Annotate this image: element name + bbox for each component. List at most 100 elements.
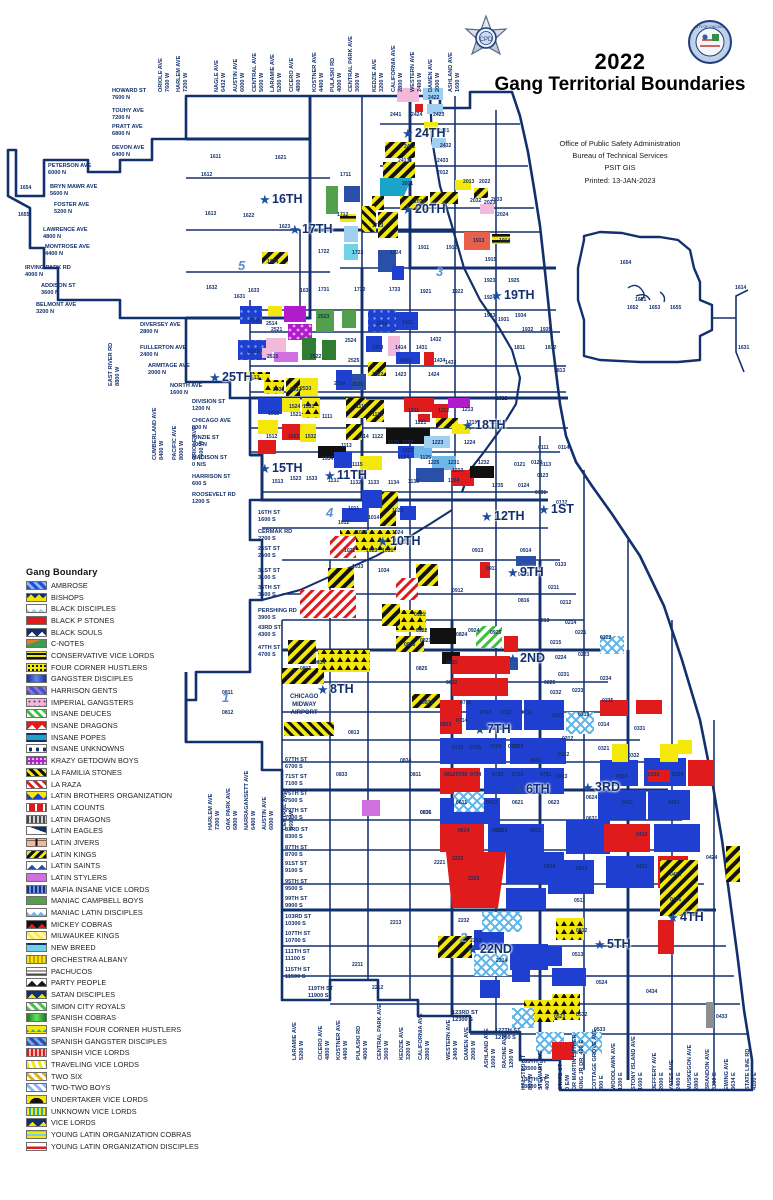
- legend-item[interactable]: TWO SIX: [26, 1070, 226, 1082]
- beat-number: 0122: [531, 460, 543, 466]
- beat-number: 0513: [572, 952, 584, 958]
- beat-number: 0733: [492, 772, 504, 778]
- beat-number: 1213: [462, 407, 474, 413]
- legend-item[interactable]: BLACK DISCIPLES: [26, 603, 226, 615]
- legend-item[interactable]: KRAZY GETDOWN BOYS: [26, 755, 226, 767]
- legend-item[interactable]: SPANISH VICE LORDS: [26, 1047, 226, 1059]
- legend-item[interactable]: SATAN DISCIPLES: [26, 989, 226, 1001]
- legend-item[interactable]: INSANE DEUCES: [26, 708, 226, 720]
- legend-item[interactable]: PACHUCOS: [26, 965, 226, 977]
- beat-number: 0714: [456, 718, 468, 724]
- legend-item[interactable]: MANIAC CAMPBELL BOYS: [26, 895, 226, 907]
- legend-item[interactable]: YOUNG LATIN ORGANIZATION COBRAS: [26, 1129, 226, 1141]
- legend-item[interactable]: MICKEY COBRAS: [26, 918, 226, 930]
- gang-territory-polygons[interactable]: [238, 88, 740, 1060]
- legend-item[interactable]: AMBROSE: [26, 580, 226, 592]
- legend-item[interactable]: LA FAMILIA STONES: [26, 767, 226, 779]
- legend-item[interactable]: SPANISH COBRAS: [26, 1012, 226, 1024]
- beat-number: 1212: [438, 408, 450, 414]
- legend-item[interactable]: MAFIA INSANE VICE LORDS: [26, 883, 226, 895]
- street-label-horizontal: 135TH ST 13500 S: [521, 1059, 547, 1072]
- legend-swatch-icon: [26, 802, 47, 812]
- legend-item-label: BISHOPS: [51, 592, 84, 602]
- beat-number: 1711: [340, 172, 352, 178]
- legend-item[interactable]: VICE LORDS: [26, 1117, 226, 1129]
- credit-printed-date: Printed: 13-JAN-2023: [584, 175, 656, 185]
- beat-number: 0812: [444, 772, 456, 778]
- street-label-horizontal: 67TH ST 6700 S: [285, 757, 308, 770]
- legend-swatch-icon: [26, 604, 47, 614]
- legend-item[interactable]: BISHOPS: [26, 591, 226, 603]
- legend-item-label: UNKNOWN VICE LORDS: [51, 1106, 137, 1116]
- street-label-horizontal: 103RD ST 10300 S: [285, 914, 312, 927]
- legend-item[interactable]: INSANE POPES: [26, 731, 226, 743]
- legend-item-label: SPANISH VICE LORDS: [51, 1048, 130, 1058]
- beat-number: 0915: [518, 572, 530, 578]
- legend-item[interactable]: LA RAZA: [26, 778, 226, 790]
- legend-item[interactable]: IMPERIAL GANGSTERS: [26, 696, 226, 708]
- beat-number: 1931: [498, 317, 510, 323]
- legend-item[interactable]: SPANISH FOUR CORNER HUSTLERS: [26, 1024, 226, 1036]
- legend-item[interactable]: LATIN STYLERS: [26, 872, 226, 884]
- legend-item[interactable]: UNDERTAKER VICE LORDS: [26, 1094, 226, 1106]
- legend-item[interactable]: BLACK P STONES: [26, 615, 226, 627]
- legend-item[interactable]: TRAVELING VICE LORDS: [26, 1059, 226, 1071]
- beat-number: 2523: [318, 314, 330, 320]
- legend-swatch-icon: [26, 837, 47, 847]
- street-label-vertical: CENTRAL PARK AVE 3600 W: [377, 1003, 390, 1060]
- legend-item[interactable]: TWO-TWO BOYS: [26, 1082, 226, 1094]
- legend-item[interactable]: CONSERVATIVE VICE LORDS: [26, 650, 226, 662]
- legend-item[interactable]: ORCHESTRA ALBANY: [26, 954, 226, 966]
- beat-number: 0914: [520, 548, 532, 554]
- beat-number: 0922: [416, 628, 428, 634]
- beat-number: 1811: [514, 345, 526, 351]
- legend-item[interactable]: FOUR CORNER HUSTLERS: [26, 661, 226, 673]
- legend-item[interactable]: NEW BREED: [26, 942, 226, 954]
- legend-item[interactable]: LATIN COUNTS: [26, 802, 226, 814]
- beat-number: 0811: [410, 772, 422, 778]
- beat-number: 1125: [420, 455, 432, 461]
- street-label-vertical: EWING AVE 3634 E: [724, 1058, 737, 1090]
- legend-swatch-icon: [26, 849, 47, 859]
- legend-item[interactable]: C-NOTES: [26, 638, 226, 650]
- legend-item[interactable]: INSANE UNKNOWNS: [26, 743, 226, 755]
- legend-item-label: IMPERIAL GANGSTERS: [51, 697, 134, 707]
- legend-item-list[interactable]: AMBROSE BISHOPS BLACK DISCIPLES BLACK P STO…: [26, 580, 226, 1153]
- beat-number: 1925: [508, 278, 520, 284]
- legend-item[interactable]: MANIAC LATIN DISCIPLES: [26, 907, 226, 919]
- legend-item[interactable]: INSANE DRAGONS: [26, 720, 226, 732]
- legend-item[interactable]: LATIN JIVERS: [26, 837, 226, 849]
- legend-item[interactable]: HARRISON GENTS: [26, 685, 226, 697]
- legend-item[interactable]: LATIN SAINTS: [26, 860, 226, 872]
- beat-number: 1113: [341, 443, 352, 449]
- legend-item[interactable]: MILWAUKEE KINGS: [26, 930, 226, 942]
- legend-item[interactable]: SPANISH GANGSTER DISCIPLES: [26, 1035, 226, 1047]
- legend-item[interactable]: LATIN BROTHERS ORGANIZATION: [26, 790, 226, 802]
- beat-number: 2413: [398, 158, 410, 164]
- credit-office: Office of Public Safety Administration: [559, 139, 681, 148]
- legend-item[interactable]: LATIN DRAGONS: [26, 813, 226, 825]
- police-district-label: 12TH: [494, 509, 525, 523]
- legend-swatch-icon: [26, 732, 47, 742]
- legend-item[interactable]: LATIN KINGS: [26, 848, 226, 860]
- beat-number: 1922: [452, 289, 464, 295]
- beat-number: 1653: [649, 305, 661, 311]
- street-label-horizontal: 26ST ST 2600 S: [258, 546, 281, 559]
- beat-number: 1433: [445, 360, 457, 366]
- legend-item[interactable]: SIMON CITY ROYALS: [26, 1000, 226, 1012]
- beat-number: 1422: [372, 372, 384, 378]
- street-label-vertical: CUMBERLAND AVE 8400 W: [152, 407, 165, 460]
- legend-item[interactable]: GANGSTER DISCIPLES: [26, 673, 226, 685]
- legend-item-label: SPANISH GANGSTER DISCIPLES: [51, 1036, 167, 1046]
- legend-item[interactable]: PARTY PEOPLE: [26, 977, 226, 989]
- legend-item[interactable]: YOUNG LATIN ORGANIZATION DISCIPLES: [26, 1141, 226, 1153]
- street-label-vertical: LARAMIE AVE 5200 W: [292, 1022, 305, 1060]
- legend-item[interactable]: BLACK SOULS: [26, 626, 226, 638]
- district-station-star-icon: ★: [667, 910, 679, 925]
- legend-swatch-icon: [26, 908, 47, 918]
- beat-number: 1912: [446, 245, 458, 251]
- beat-number: 0821: [420, 638, 432, 644]
- legend-item[interactable]: LATIN EAGLES: [26, 825, 226, 837]
- legend-item[interactable]: UNKNOWN VICE LORDS: [26, 1105, 226, 1117]
